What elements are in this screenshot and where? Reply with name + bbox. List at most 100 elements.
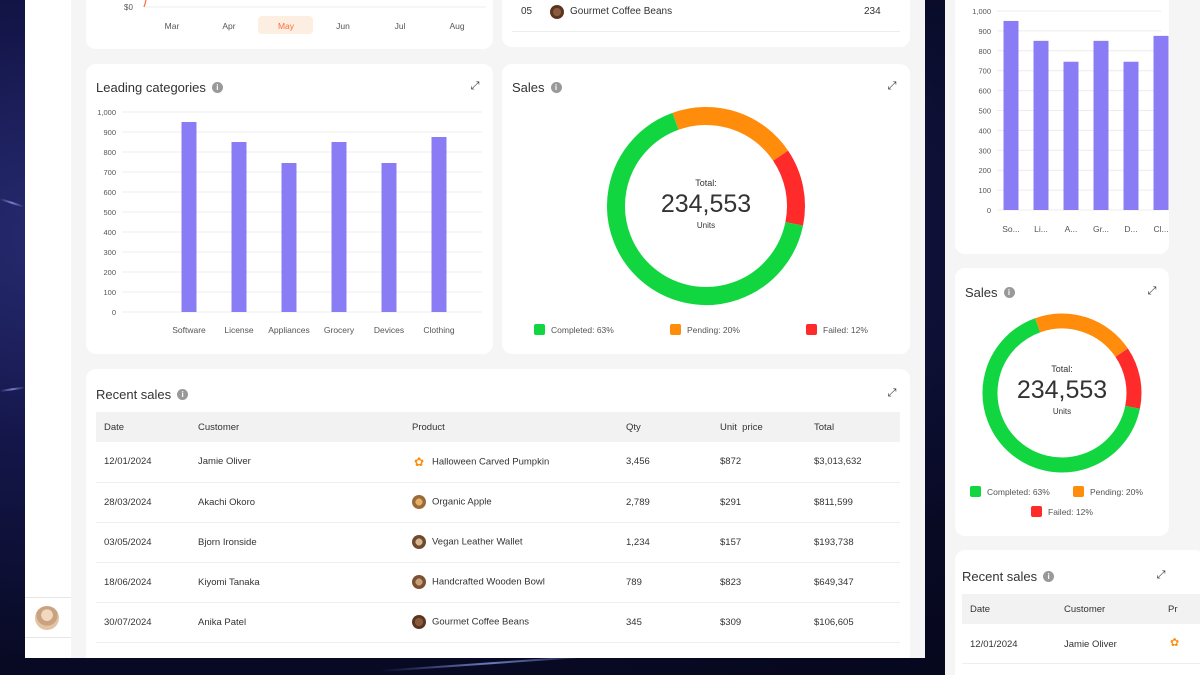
- y-tick-label: 0: [987, 206, 991, 215]
- leading-categories-title: Leading categories: [96, 80, 206, 95]
- bar[interactable]: [181, 122, 197, 312]
- sales-card: Sales i ⤢ Total: 234,553 Units Completed…: [502, 64, 910, 354]
- cell-product-text: Organic Apple: [432, 496, 492, 508]
- cell-product: Organic Apple: [404, 482, 618, 523]
- table-row[interactable]: 30/07/2024 Anika Patel Gourmet Coffee Bean…: [96, 602, 900, 643]
- info-icon[interactable]: i: [550, 82, 562, 93]
- donut-slice-failed[interactable]: [772, 150, 805, 226]
- column-header[interactable]: Unit price: [712, 412, 806, 442]
- donut-slice-pending[interactable]: [672, 107, 789, 161]
- total-value: 234,553: [1016, 376, 1108, 404]
- bar[interactable]: [1033, 40, 1049, 210]
- table-row[interactable]: 18/06/2024 Kiyomi Tanaka Handcrafted Woode…: [96, 562, 900, 603]
- y-tick-label: 0: [112, 308, 116, 317]
- cell-product-text: Halloween Carved Pumpkin: [432, 456, 550, 468]
- cell-product-text: Gourmet Coffee Beans: [432, 616, 529, 628]
- x-tick-label: Clothing: [423, 325, 454, 335]
- bar[interactable]: [431, 137, 447, 312]
- legend-failed: Failed: 12%: [1031, 506, 1093, 517]
- cell-unit-price: $309: [712, 602, 806, 643]
- table-header-row: Date Customer Pr: [962, 594, 1200, 624]
- cell-date: 03/05/2024: [96, 522, 190, 563]
- card-title: Recent sales i: [962, 569, 1055, 584]
- column-header[interactable]: Customer: [190, 412, 404, 442]
- row-divider: [512, 31, 900, 32]
- user-avatar[interactable]: [35, 606, 59, 630]
- bar[interactable]: [1003, 20, 1019, 211]
- revenue-line-card: $0 Mar Apr May Jun Jul Aug: [86, 0, 493, 49]
- legend-label: Pending: 20%: [1090, 486, 1143, 497]
- cell-total: $811,599: [806, 482, 900, 523]
- cell-unit-price-text: $291: [720, 496, 742, 508]
- bar[interactable]: [1063, 61, 1079, 211]
- sales-donut-chart-narrow: [982, 313, 1142, 473]
- donut-center: Total: 234,553 Units: [997, 364, 1127, 416]
- column-header[interactable]: Total: [806, 412, 900, 442]
- expand-icon[interactable]: ⤢: [1147, 285, 1157, 297]
- y-tick-label: 1,000: [97, 108, 116, 117]
- x-tick-label: Li...: [1034, 224, 1048, 234]
- x-tick-label: License: [224, 325, 254, 335]
- bar[interactable]: [231, 142, 247, 312]
- donut-slice-completed[interactable]: [982, 318, 1140, 473]
- y-tick-label: 400: [978, 126, 991, 135]
- bar[interactable]: [381, 163, 397, 312]
- donut-slice-pending[interactable]: [1035, 313, 1128, 358]
- donut-slice-completed[interactable]: [607, 112, 804, 305]
- card-title: Recent sales i: [96, 387, 189, 402]
- cell-customer-text: Bjorn Ironside: [198, 536, 257, 548]
- bar[interactable]: [1123, 61, 1139, 211]
- bar[interactable]: [281, 163, 297, 312]
- line-chart-fragment: [143, 0, 486, 8]
- sales-donut-chart: [607, 107, 805, 305]
- cell-qty-text: 789: [626, 576, 642, 588]
- donut-slice-failed[interactable]: [1115, 348, 1142, 409]
- table-row[interactable]: 28/03/2024 Akachi Okoro Organic Apple 2,789…: [96, 482, 900, 523]
- expand-icon[interactable]: ⤢: [470, 80, 480, 92]
- table-row[interactable]: 12/01/2024 Jamie Oliver ✿ Halloween Carved …: [96, 442, 900, 483]
- bar[interactable]: [1153, 35, 1169, 210]
- info-icon[interactable]: i: [1003, 287, 1015, 298]
- cell-qty: 345: [618, 602, 712, 643]
- column-header[interactable]: Qty: [618, 412, 712, 442]
- legend-label: Pending: 20%: [687, 324, 740, 335]
- recent-sales-title: Recent sales: [96, 387, 172, 402]
- expand-icon[interactable]: ⤢: [1156, 569, 1166, 581]
- column-header[interactable]: Pr: [1168, 604, 1178, 615]
- pumpkin-icon: ✿: [413, 454, 425, 469]
- expand-icon[interactable]: ⤢: [887, 80, 897, 92]
- month-label: Apr: [222, 21, 236, 31]
- x-tick-label: A...: [1065, 224, 1078, 234]
- cell-unit-price: $823: [712, 562, 806, 603]
- column-header[interactable]: Date: [96, 412, 190, 442]
- info-icon[interactable]: i: [211, 82, 223, 93]
- table-row[interactable]: 12/01/2024 Jamie Oliver ✿: [962, 624, 1200, 664]
- table-row[interactable]: 03/05/2024 Bjorn Ironside Vegan Leather Wa…: [96, 522, 900, 563]
- cell-customer: Bjorn Ironside: [190, 522, 404, 563]
- leading-categories-bar-chart-narrow: 0 100 200 300 400 500 600 700 800 900 1,000 So... Li…: [972, 7, 1169, 234]
- cell-unit-price: $872: [712, 442, 806, 483]
- cell-date: 12/01/2024: [970, 639, 1018, 650]
- legend-label: Failed: 12%: [823, 324, 868, 335]
- column-header[interactable]: Customer: [1064, 604, 1106, 615]
- y-tick-label: 500: [103, 208, 116, 217]
- dashboard-window-narrow: 0 100 200 300 400 500 600 700 800 900 1,000 So... Li…: [945, 0, 1200, 675]
- cell-product-text: Vegan Leather Wallet: [432, 536, 523, 548]
- cell-customer-text: Jamie Oliver: [198, 456, 251, 468]
- cell-total-text: $811,599: [814, 496, 853, 508]
- column-header[interactable]: Date: [970, 604, 991, 615]
- info-icon[interactable]: i: [1043, 571, 1055, 582]
- dashboard-window: $0 Mar Apr May Jun Jul Aug 05 Gourmet Co…: [25, 0, 925, 658]
- expand-icon[interactable]: ⤢: [887, 387, 897, 399]
- cell-unit-price-text: $872: [720, 456, 742, 468]
- cell-qty: 2,789: [618, 482, 712, 523]
- sales-title: Sales: [965, 285, 998, 300]
- legend-swatch: [1031, 506, 1042, 517]
- column-header[interactable]: Product: [404, 412, 618, 442]
- cell-total-text: $3,013,632: [814, 456, 862, 468]
- info-icon[interactable]: i: [177, 389, 189, 400]
- cell-customer: Jamie Oliver: [190, 442, 404, 483]
- month-label: Mar: [164, 21, 180, 31]
- bar[interactable]: [331, 142, 347, 312]
- bar[interactable]: [1093, 40, 1109, 210]
